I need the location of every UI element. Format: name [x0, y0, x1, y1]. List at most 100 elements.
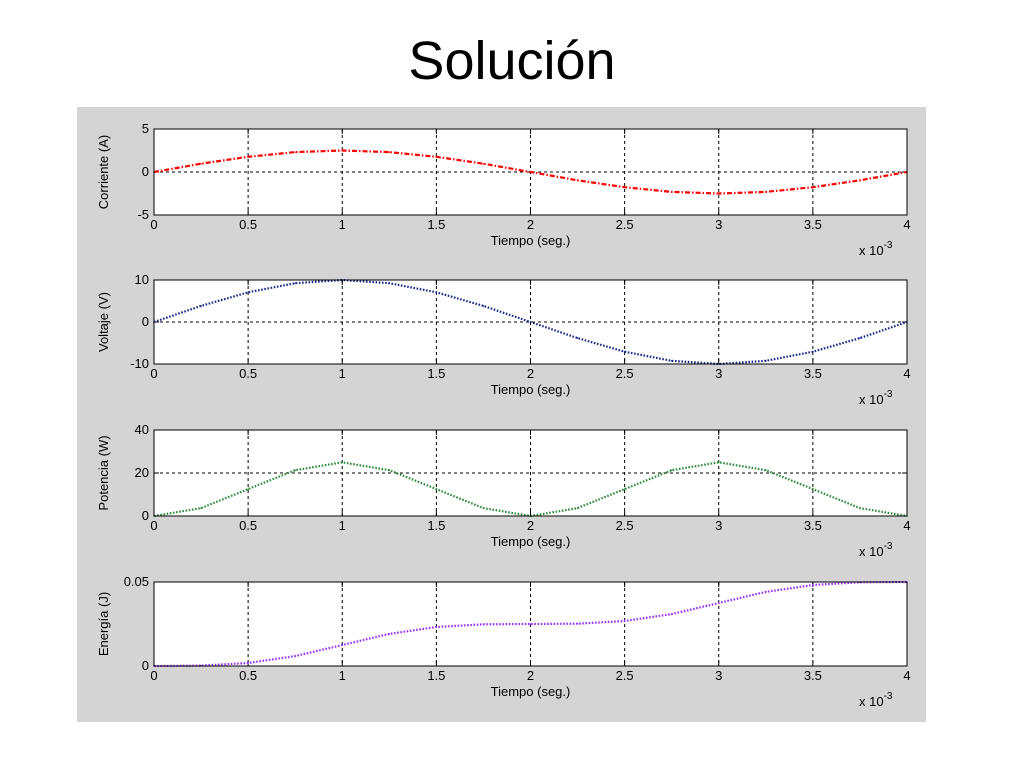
data-point — [812, 584, 814, 586]
data-point — [435, 291, 438, 294]
x-tick-label: 0.5 — [239, 518, 257, 533]
data-point — [576, 622, 579, 625]
x-tick-label: 3 — [715, 366, 722, 381]
x-tick-label: 2.5 — [616, 518, 634, 533]
data-point — [812, 186, 814, 189]
y-tick-label: 40 — [135, 422, 149, 437]
x-tick-label: 0.5 — [239, 668, 257, 683]
x-axis-label: Tiempo (seg.) — [491, 534, 571, 549]
x-multiplier-exponent: -3 — [884, 541, 893, 552]
data-point — [435, 488, 438, 490]
y-tick-label: -5 — [137, 207, 149, 222]
data-point — [388, 469, 391, 472]
data-point — [482, 305, 485, 307]
y-tick-label: 20 — [135, 465, 149, 480]
x-tick-label: 1 — [339, 366, 346, 381]
y-axis-label: Potencia (W) — [96, 435, 111, 510]
x-tick-label: 2.5 — [616, 668, 634, 683]
data-point — [247, 291, 249, 294]
data-point — [623, 186, 626, 189]
data-point — [812, 488, 814, 490]
axes-frame — [153, 429, 908, 517]
x-multiplier-exponent: -3 — [884, 691, 893, 702]
x-tick-label: 3 — [715, 518, 722, 533]
x-tick-label: 1.5 — [427, 668, 445, 683]
data-point — [765, 360, 767, 362]
data-point — [670, 469, 673, 472]
data-point — [859, 507, 861, 509]
x-axis-label: Tiempo (seg.) — [491, 233, 571, 248]
data-point — [200, 305, 202, 307]
y-tick-label: -10 — [130, 356, 149, 371]
data-point — [247, 155, 249, 158]
data-point — [765, 469, 767, 472]
x-tick-label: 1.5 — [427, 518, 445, 533]
x-tick-label: 4 — [903, 518, 910, 533]
data-point — [341, 461, 344, 464]
data-point — [294, 151, 296, 153]
data-point — [341, 149, 344, 152]
data-point — [576, 507, 579, 509]
x-tick-label: 1.5 — [427, 366, 445, 381]
series-line — [153, 580, 908, 668]
y-tick-label: 5 — [142, 121, 149, 136]
y-tick-label: 0.05 — [124, 574, 149, 589]
data-point — [765, 591, 767, 593]
x-tick-label: 3.5 — [804, 217, 822, 232]
x-tick-label: 0 — [150, 366, 157, 381]
x-axis-label: Tiempo (seg.) — [491, 684, 571, 699]
data-point — [294, 282, 296, 284]
data-point — [435, 626, 438, 628]
x-tick-label: 3.5 — [804, 668, 822, 683]
x-tick-label: 0.5 — [239, 217, 257, 232]
x-axis-label: Tiempo (seg.) — [491, 382, 571, 397]
axes-frame — [153, 279, 908, 365]
y-axis-label: Corriente (A) — [96, 135, 111, 209]
data-point — [576, 337, 579, 339]
x-tick-label: 3.5 — [804, 366, 822, 381]
data-point — [576, 179, 579, 182]
data-point — [341, 644, 344, 646]
data-point — [435, 155, 438, 158]
data-point — [388, 633, 391, 635]
x-tick-label: 3 — [715, 217, 722, 232]
x-tick-label: 0.5 — [239, 366, 257, 381]
data-point — [717, 602, 720, 604]
y-tick-label: 0 — [142, 508, 149, 523]
x-tick-label: 0 — [150, 668, 157, 683]
x-multiplier-exponent: -3 — [884, 389, 893, 400]
x-tick-label: 3 — [715, 668, 722, 683]
x-tick-label: 2.5 — [616, 217, 634, 232]
y-axis-label: Energía (J) — [96, 592, 111, 656]
data-point — [482, 507, 485, 509]
x-tick-label: 1.5 — [427, 217, 445, 232]
data-point — [529, 623, 532, 625]
data-point — [529, 171, 532, 173]
data-point — [388, 282, 391, 284]
y-tick-label: 0 — [142, 658, 149, 673]
x-tick-label: 2 — [527, 366, 534, 381]
data-point — [670, 191, 673, 193]
data-point — [717, 461, 720, 464]
data-point — [482, 162, 485, 165]
slide-title: Solución — [408, 31, 616, 91]
x-tick-label: 1 — [339, 668, 346, 683]
x-tick-label: 0 — [150, 217, 157, 232]
data-point — [623, 488, 626, 490]
data-point — [294, 469, 296, 472]
data-point — [717, 192, 720, 195]
data-point — [294, 655, 296, 657]
x-tick-label: 2 — [527, 518, 534, 533]
data-point — [529, 321, 532, 323]
x-tick-label: 4 — [903, 366, 910, 381]
data-point — [670, 360, 673, 362]
data-point — [482, 623, 485, 626]
data-point — [623, 620, 626, 622]
data-point — [247, 662, 249, 664]
x-tick-label: 1 — [339, 518, 346, 533]
x-tick-label: 2 — [527, 217, 534, 232]
